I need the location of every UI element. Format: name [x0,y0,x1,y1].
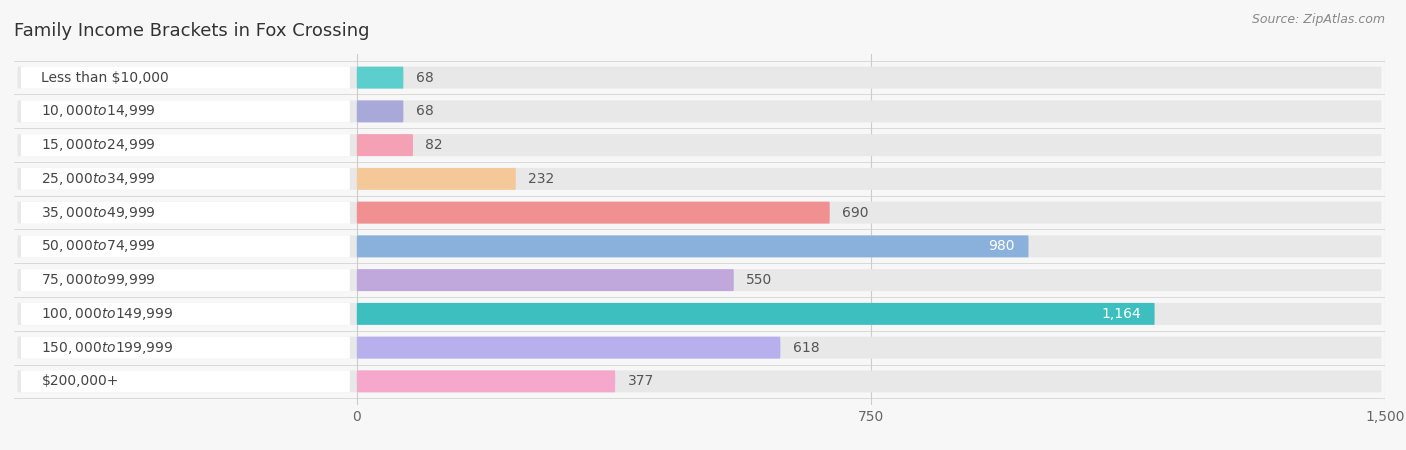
Text: $10,000 to $14,999: $10,000 to $14,999 [42,104,156,119]
FancyBboxPatch shape [357,67,404,89]
Text: Less than $10,000: Less than $10,000 [42,71,169,85]
FancyBboxPatch shape [357,337,780,359]
FancyBboxPatch shape [357,370,616,392]
FancyBboxPatch shape [357,100,404,122]
FancyBboxPatch shape [21,269,350,291]
FancyBboxPatch shape [21,337,350,359]
Text: $200,000+: $200,000+ [42,374,120,388]
FancyBboxPatch shape [357,235,1029,257]
FancyBboxPatch shape [21,67,350,89]
FancyBboxPatch shape [17,100,1382,122]
FancyBboxPatch shape [17,269,1382,291]
Text: 82: 82 [426,138,443,152]
Text: $25,000 to $34,999: $25,000 to $34,999 [42,171,156,187]
FancyBboxPatch shape [21,134,350,156]
FancyBboxPatch shape [21,168,350,190]
Text: $100,000 to $149,999: $100,000 to $149,999 [42,306,174,322]
Text: $15,000 to $24,999: $15,000 to $24,999 [42,137,156,153]
FancyBboxPatch shape [357,168,516,190]
Text: 690: 690 [842,206,869,220]
FancyBboxPatch shape [17,303,1382,325]
FancyBboxPatch shape [21,202,350,224]
Text: 980: 980 [988,239,1015,253]
Text: $75,000 to $99,999: $75,000 to $99,999 [42,272,156,288]
FancyBboxPatch shape [21,303,350,325]
Text: 68: 68 [416,71,433,85]
Text: 550: 550 [747,273,772,287]
Text: Source: ZipAtlas.com: Source: ZipAtlas.com [1251,14,1385,27]
FancyBboxPatch shape [357,269,734,291]
Text: 68: 68 [416,104,433,118]
Text: $150,000 to $199,999: $150,000 to $199,999 [42,340,174,356]
FancyBboxPatch shape [17,134,1382,156]
Text: 232: 232 [529,172,554,186]
FancyBboxPatch shape [21,235,350,257]
FancyBboxPatch shape [357,134,413,156]
Text: Family Income Brackets in Fox Crossing: Family Income Brackets in Fox Crossing [14,22,370,40]
Text: 618: 618 [793,341,820,355]
FancyBboxPatch shape [357,303,1154,325]
Text: 377: 377 [627,374,654,388]
Text: $35,000 to $49,999: $35,000 to $49,999 [42,205,156,220]
FancyBboxPatch shape [21,100,350,122]
FancyBboxPatch shape [17,235,1382,257]
Text: 1,164: 1,164 [1101,307,1140,321]
FancyBboxPatch shape [17,370,1382,392]
FancyBboxPatch shape [17,67,1382,89]
FancyBboxPatch shape [17,202,1382,224]
FancyBboxPatch shape [17,168,1382,190]
FancyBboxPatch shape [357,202,830,224]
FancyBboxPatch shape [17,337,1382,359]
FancyBboxPatch shape [21,370,350,392]
Text: $50,000 to $74,999: $50,000 to $74,999 [42,238,156,254]
